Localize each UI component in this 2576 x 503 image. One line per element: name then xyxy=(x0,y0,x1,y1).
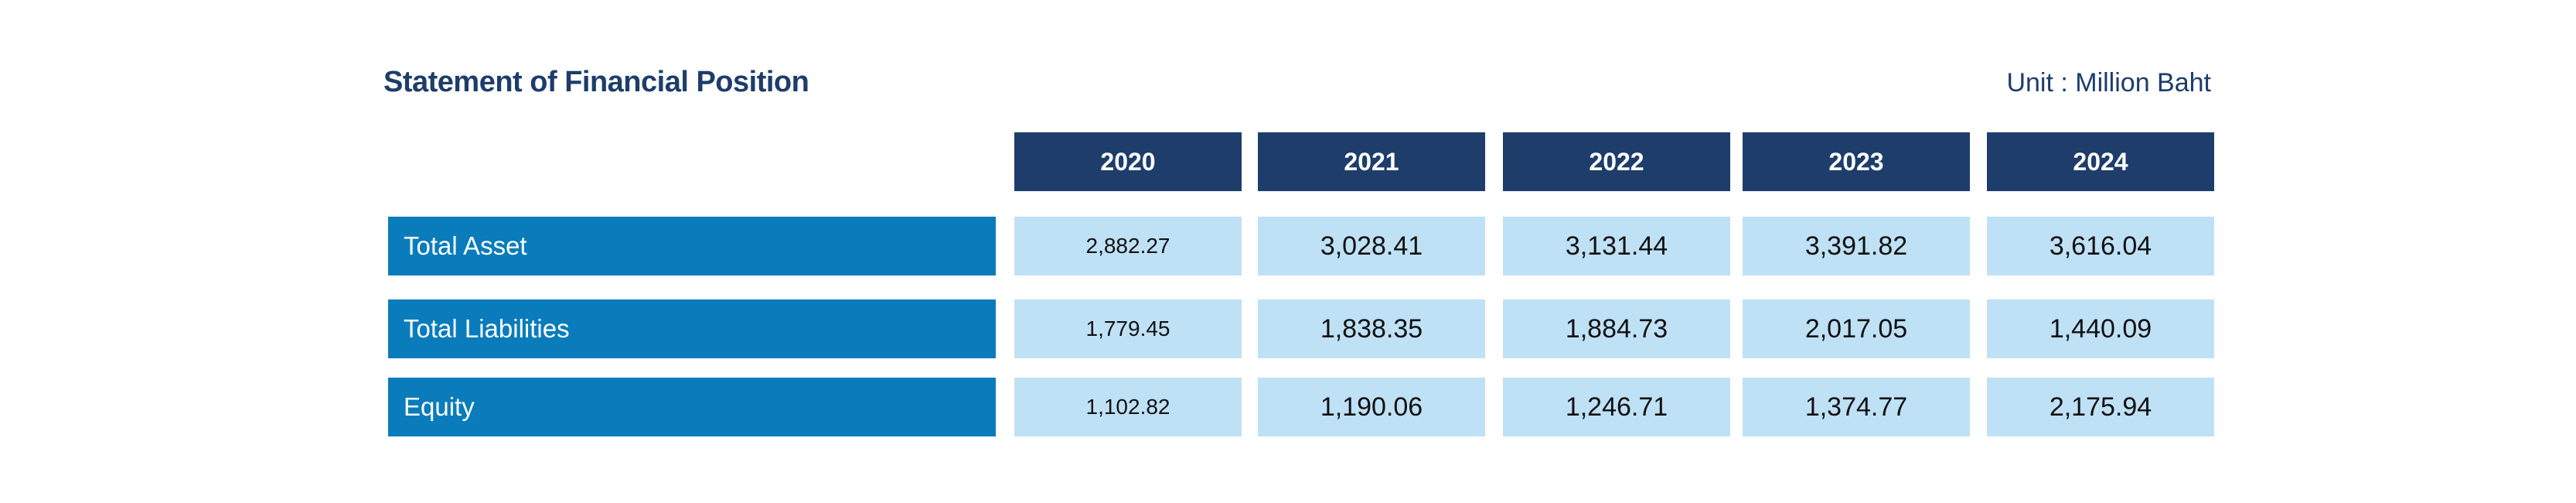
page-title: Statement of Financial Position xyxy=(383,66,809,98)
table-cell: 1,246.71 xyxy=(1503,378,1730,436)
table-cell: 3,131.44 xyxy=(1503,217,1730,275)
year-header: 2020 xyxy=(1014,132,1242,191)
table-cell: 2,882.27 xyxy=(1014,217,1242,275)
table-cell: 3,616.04 xyxy=(1987,217,2214,275)
year-header: 2024 xyxy=(1987,132,2214,191)
table-cell: 3,391.82 xyxy=(1743,217,1970,275)
table-cell: 1,102.82 xyxy=(1014,378,1242,436)
year-header: 2023 xyxy=(1743,132,1970,191)
table-cell: 3,028.41 xyxy=(1258,217,1485,275)
table-cell: 1,838.35 xyxy=(1258,299,1485,358)
year-header: 2021 xyxy=(1258,132,1485,191)
table-cell: 2,175.94 xyxy=(1987,378,2214,436)
table-cell: 1,440.09 xyxy=(1987,299,2214,358)
table-cell: 1,779.45 xyxy=(1014,299,1242,358)
year-header: 2022 xyxy=(1503,132,1730,191)
row-label-equity: Equity xyxy=(388,378,996,436)
unit-label: Unit : Million Baht xyxy=(2006,68,2211,98)
row-label-total-liabilities: Total Liabilities xyxy=(388,299,996,358)
table-cell: 1,884.73 xyxy=(1503,299,1730,358)
row-label-total-asset: Total Asset xyxy=(388,217,996,275)
table-cell: 2,017.05 xyxy=(1743,299,1970,358)
table-cell: 1,374.77 xyxy=(1743,378,1970,436)
table-cell: 1,190.06 xyxy=(1258,378,1485,436)
